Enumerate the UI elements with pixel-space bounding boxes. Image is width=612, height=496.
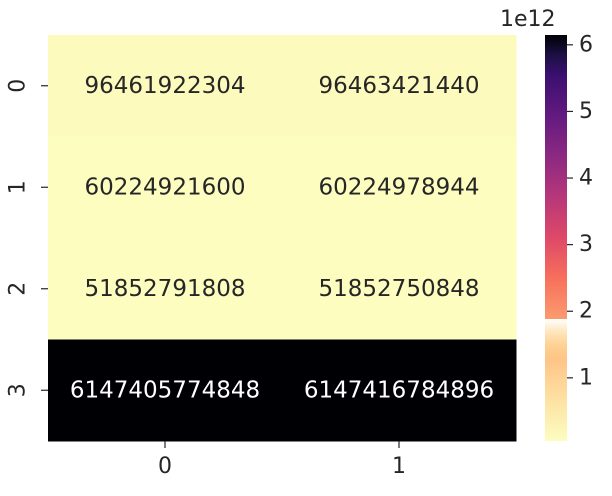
heatmap-cell <box>282 35 517 137</box>
colorbar-tick-label: 4 <box>579 166 593 191</box>
cell-value-label: 60224978944 <box>319 174 480 200</box>
x-tick-label: 0 <box>158 454 172 479</box>
y-tick-label: 0 <box>6 79 31 93</box>
cell-value-label: 6147416784896 <box>304 377 494 403</box>
heatmap-cell <box>48 35 283 137</box>
heatmap-cell <box>48 339 283 442</box>
colorbar-tick-label: 5 <box>579 99 593 124</box>
heatmap-cell <box>282 136 517 239</box>
heatmap-cell <box>282 339 517 442</box>
heatmap-cells: 96461922304 96463421440 60224921600 6022497… <box>48 35 517 442</box>
cell-value-label: 96463421440 <box>319 73 480 99</box>
y-tick-label: 1 <box>6 180 31 194</box>
y-tick-label: 2 <box>6 282 31 296</box>
heatmap-cell <box>48 136 283 239</box>
x-tick-label: 1 <box>392 454 406 479</box>
cell-value-label: 96461922304 <box>85 73 246 99</box>
y-tick-label: 3 <box>6 383 31 397</box>
colorbar-tick-label: 1 <box>579 365 593 390</box>
y-axis: 0 1 2 3 <box>6 79 48 397</box>
colorbar-offset-text: 1e12 <box>500 7 556 32</box>
colorbar-tick-label: 6 <box>579 32 593 57</box>
colorbar: 1e12 1 2 3 4 5 6 <box>500 7 593 441</box>
heatmap-cell <box>48 238 283 340</box>
heatmap-cell <box>282 238 517 340</box>
cell-value-label: 51852750848 <box>319 276 480 302</box>
colorbar-tick-label: 3 <box>579 232 593 257</box>
cell-value-label: 60224921600 <box>85 174 246 200</box>
cell-value-label: 51852791808 <box>85 276 246 302</box>
cell-value-label: 6147405774848 <box>70 377 260 403</box>
colorbar-tick-label: 2 <box>579 299 593 324</box>
colorbar-gradient <box>545 35 567 441</box>
